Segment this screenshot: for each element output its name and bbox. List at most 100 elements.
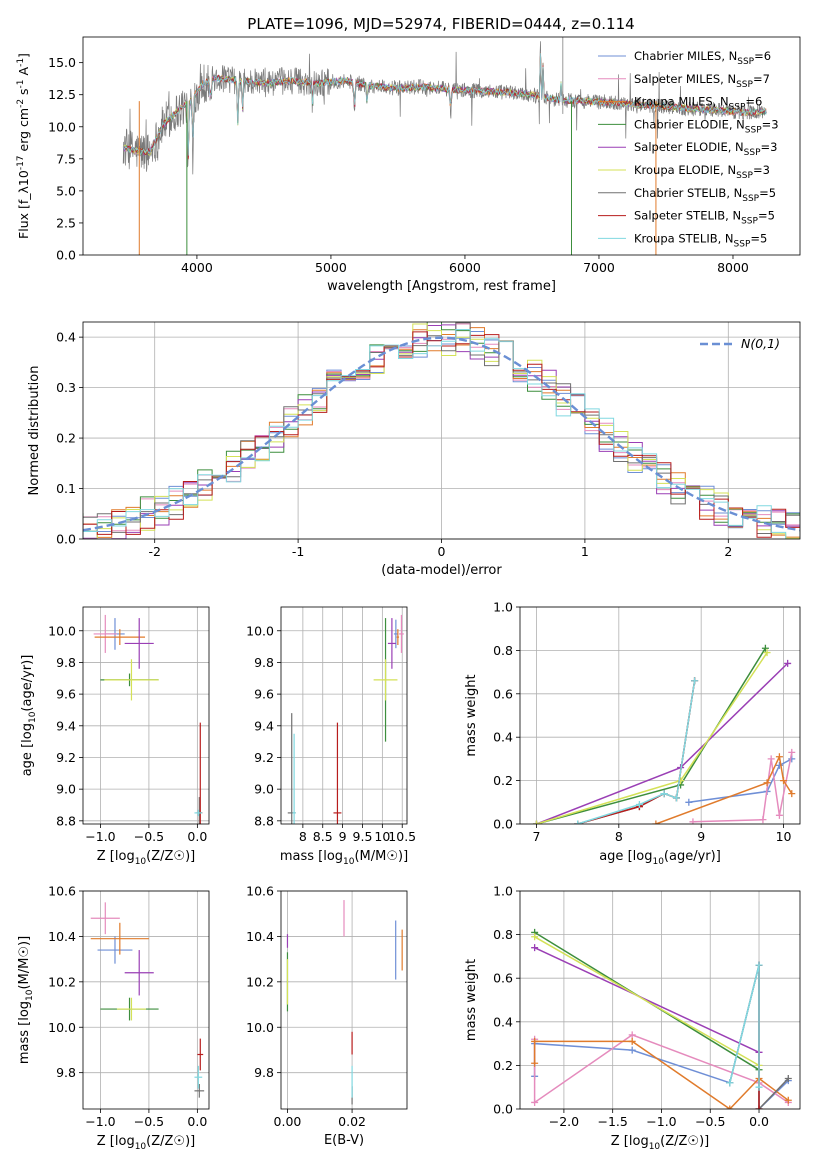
legend-label: Kroupa MILES, NSSP=6 bbox=[634, 95, 762, 113]
spectrum-frame: 4000 5000 6000 7000 8000 0.0 2.5 5.0 7.5 10.0 12.5… bbox=[48, 36, 801, 275]
weight-vs-age-xtick-label: 8 bbox=[615, 829, 623, 844]
residuals-ytick-label: 0.2 bbox=[56, 431, 76, 446]
legend-label: Kroupa ELODIE, NSSP=3 bbox=[634, 163, 770, 181]
weight-vs-Z-series bbox=[531, 928, 792, 1109]
age-vs-mass-ytick-label: 8.8 bbox=[254, 813, 274, 828]
weight-point-marker bbox=[726, 1079, 734, 1087]
age-vs-mass-axes bbox=[281, 607, 407, 824]
age-vs-Z-ytick-label: 9.2 bbox=[56, 750, 76, 765]
age-vs-mass-ytick-label: 9.4 bbox=[254, 718, 274, 733]
age-vs-Z-ytick-label: 9.0 bbox=[56, 782, 76, 797]
age-vs-Z-ytick-label: 9.8 bbox=[56, 655, 76, 670]
spectrum-xtick-label: 5000 bbox=[315, 260, 347, 275]
legend-label: Kroupa STELIB, NSSP=5 bbox=[634, 231, 767, 249]
mass-vs-ebv-frame: 0.00 0.02 9.8 10.0 10.2 10.4 10.6 bbox=[246, 884, 408, 1129]
weight-vs-age-ytick-label: 0.0 bbox=[493, 817, 513, 832]
legend-label: Chabrier ELODIE, NSSP=3 bbox=[634, 117, 779, 135]
age-vs-mass-xtick-label: 9.5 bbox=[353, 829, 373, 844]
panels-layer: 4000 5000 6000 7000 80000.02.55.07.510.012.5… bbox=[16, 36, 801, 1152]
weight-vs-Z-ylabel: mass weight bbox=[464, 959, 479, 1041]
weight-point-marker bbox=[784, 1096, 792, 1104]
weight-vs-age-xtick-label: 10 bbox=[776, 829, 792, 844]
mass-vs-ebv-frame-box bbox=[280, 890, 408, 1110]
weight-vs-age-series bbox=[532, 644, 796, 824]
spectrum-ytick-label: 12.5 bbox=[48, 87, 76, 102]
weight-vs-Z-ytick-label: 0.8 bbox=[493, 927, 513, 942]
weight-point-marker bbox=[726, 1105, 734, 1109]
residual-histogram-step bbox=[83, 329, 800, 539]
gaussian-legend-label: N(0,1) bbox=[741, 336, 780, 351]
weight-point-marker bbox=[767, 755, 775, 763]
age-vs-mass-points bbox=[287, 614, 404, 824]
mass-vs-Z-xtick-label: −0.5 bbox=[134, 1114, 164, 1129]
residuals-ytick-label: 0.1 bbox=[56, 481, 76, 496]
mass-vs-Z-ylabel: mass [log10(M/M☉)] bbox=[17, 936, 35, 1064]
spectrum-model-line bbox=[122, 52, 767, 156]
age-vs-mass-xtick-label: 10.5 bbox=[388, 829, 416, 844]
weight-vs-Z-ytick-label: 0.0 bbox=[493, 1102, 513, 1117]
weight-point-marker bbox=[759, 816, 767, 824]
weight-vs-age-ytick-label: 1.0 bbox=[493, 600, 513, 615]
weight-point-marker bbox=[788, 748, 796, 756]
weight-point-marker bbox=[755, 1083, 763, 1091]
age-vs-mass-ytick-label: 9.2 bbox=[254, 750, 274, 765]
weight-point-marker bbox=[780, 777, 788, 785]
weight-vs-Z-xtick-label: 0.0 bbox=[749, 1114, 769, 1129]
mass-vs-Z-points bbox=[90, 902, 205, 1098]
figure-title: PLATE=1096, MJD=52974, FIBERID=0444, z=0… bbox=[247, 15, 634, 33]
mass-vs-Z-xtick-label: 0.0 bbox=[187, 1114, 207, 1129]
weight-point-marker bbox=[685, 798, 693, 806]
spectrum-xlabel: wavelength [Angstrom, rest frame] bbox=[327, 279, 556, 294]
weight-point-marker bbox=[775, 761, 783, 769]
mass-vs-ebv-ytick-label: 10.4 bbox=[246, 929, 274, 944]
weight-point-marker bbox=[628, 1031, 636, 1039]
weight-vs-Z-frame: −2.0 −1.5 −1.0 −0.5 0.0 0.0 0.2 0.4 0.6 0.8 1.0 bbox=[493, 884, 801, 1129]
spectrum-xtick-label: 8000 bbox=[717, 260, 749, 275]
legend-label: Salpeter STELIB, NSSP=5 bbox=[634, 209, 775, 227]
weight-point-marker bbox=[755, 1105, 763, 1109]
weight-point-marker bbox=[532, 820, 540, 824]
age-vs-Z-frame-box bbox=[82, 606, 210, 825]
mass-vs-Z-xtick-label: −1.0 bbox=[85, 1114, 115, 1129]
residuals-xlabel: (data-model)/error bbox=[381, 563, 502, 578]
mass-vs-Z-ytick-label: 10.0 bbox=[48, 1020, 76, 1035]
residuals-xtick-label: -2 bbox=[148, 544, 160, 559]
weight-point-marker bbox=[761, 644, 769, 652]
residuals-xtick-label: 2 bbox=[724, 544, 732, 559]
weight-point-marker bbox=[531, 1059, 539, 1067]
age-vs-mass-ytick-label: 9.8 bbox=[254, 655, 274, 670]
weight-point-marker bbox=[689, 818, 697, 824]
spectrum-bg bbox=[83, 37, 800, 255]
weight-point-marker bbox=[635, 800, 643, 808]
mass-vs-Z-xlabel: Z [log10(Z/Z☉)] bbox=[97, 1134, 195, 1152]
weight-point-marker bbox=[784, 1074, 792, 1082]
weight-point-marker bbox=[755, 961, 763, 969]
weight-vs-age-frame-box bbox=[519, 606, 801, 825]
residuals-ylabel: Normed distribution bbox=[27, 366, 42, 496]
spectrum-ytick-label: 10.0 bbox=[48, 119, 76, 134]
spectrum-ytick-label: 2.5 bbox=[56, 215, 76, 230]
mass-vs-ebv-points bbox=[286, 900, 403, 1105]
mass-vs-ebv-ytick-label: 10.6 bbox=[246, 884, 274, 899]
weight-vs-Z-ytick-label: 1.0 bbox=[493, 884, 513, 899]
weight-vs-age-ytick-label: 0.8 bbox=[493, 643, 513, 658]
spectrum-frame-box bbox=[82, 36, 801, 256]
age-vs-Z-xtick-label: 0.0 bbox=[187, 829, 207, 844]
residuals-frame: -2 -1 0 1 2 0.0 0.1 0.2 0.3 0.4 bbox=[56, 321, 801, 559]
weight-point-marker bbox=[531, 1037, 539, 1045]
weight-series-line bbox=[534, 947, 760, 1053]
mass-vs-Z-ytick-label: 9.8 bbox=[56, 1065, 76, 1080]
age-vs-Z-ytick-label: 9.6 bbox=[56, 687, 76, 702]
age-vs-mass-ytick-label: 10.0 bbox=[246, 623, 274, 638]
weight-series-line bbox=[534, 936, 760, 1067]
residuals-xtick-label: -1 bbox=[292, 544, 304, 559]
age-vs-mass-xtick-label: 9 bbox=[339, 829, 347, 844]
weight-point-marker bbox=[788, 755, 796, 763]
mass-vs-ebv-xtick-label: 0.02 bbox=[338, 1114, 366, 1129]
spectrum-ytick-label: 5.0 bbox=[56, 183, 76, 198]
spectrum-xtick-label: 7000 bbox=[583, 260, 615, 275]
age-vs-mass-xtick-label: 10 bbox=[374, 829, 390, 844]
mass-vs-ebv-xlabel: E(B-V) bbox=[324, 1133, 364, 1148]
residuals-xtick-label: 1 bbox=[581, 544, 589, 559]
